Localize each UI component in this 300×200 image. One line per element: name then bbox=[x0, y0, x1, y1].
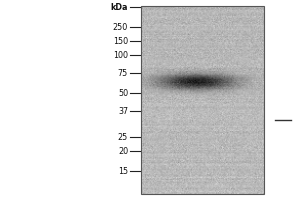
Text: 50: 50 bbox=[118, 88, 128, 98]
Text: kDa: kDa bbox=[111, 2, 128, 11]
Text: 37: 37 bbox=[118, 106, 128, 116]
Bar bbox=[141, 6, 264, 194]
Text: 15: 15 bbox=[118, 166, 128, 176]
Text: 250: 250 bbox=[113, 22, 128, 31]
Text: 20: 20 bbox=[118, 146, 128, 156]
Text: 150: 150 bbox=[113, 36, 128, 46]
Text: 75: 75 bbox=[118, 68, 128, 77]
Text: 100: 100 bbox=[113, 50, 128, 60]
Text: 25: 25 bbox=[118, 132, 128, 142]
